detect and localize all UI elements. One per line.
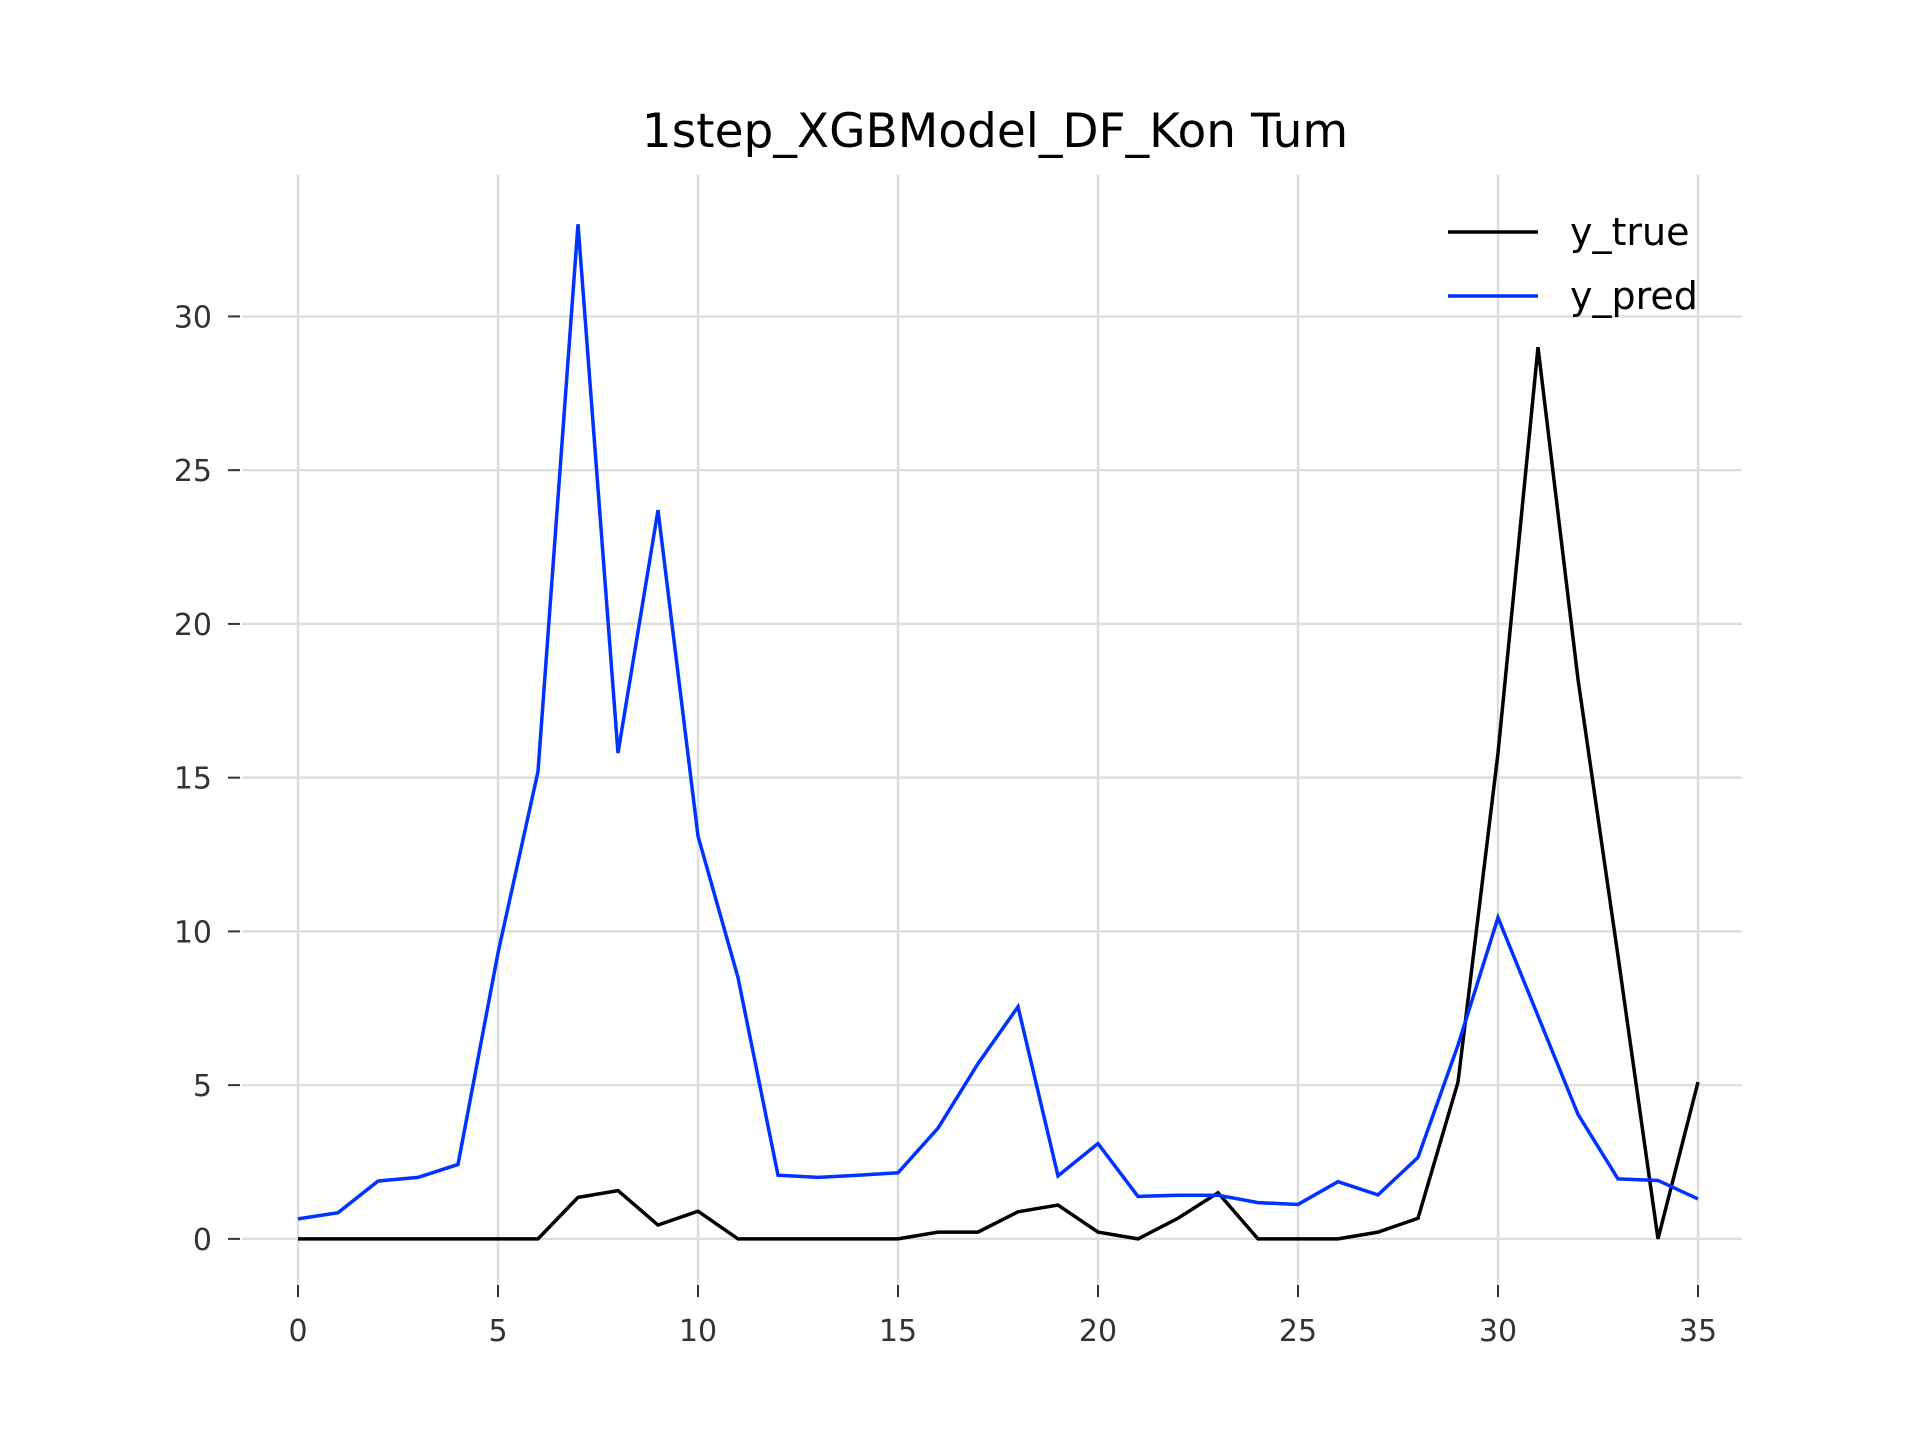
x-tick-label: 35 bbox=[1679, 1314, 1717, 1349]
series-lines bbox=[296, 222, 1700, 1241]
x-tick-label: 0 bbox=[288, 1314, 307, 1349]
legend: y_true y_pred bbox=[1448, 210, 1698, 318]
legend-label-y-pred: y_pred bbox=[1570, 274, 1698, 318]
grid bbox=[242, 175, 1742, 1285]
series-points-y-pred bbox=[296, 222, 1700, 1221]
legend-label-y-true: y_true bbox=[1570, 210, 1689, 254]
y-tick-label: 15 bbox=[174, 762, 212, 797]
x-tick-label: 5 bbox=[488, 1314, 507, 1349]
x-tick-label: 20 bbox=[1079, 1314, 1117, 1349]
y-tick-label: 10 bbox=[174, 915, 212, 950]
axis-ticks: 0 5 10 15 20 25 30 35 0 5 10 15 20 25 30 bbox=[174, 300, 1717, 1349]
x-tick-label: 25 bbox=[1279, 1314, 1317, 1349]
y-tick-label: 20 bbox=[174, 608, 212, 643]
y-tick-label: 25 bbox=[174, 454, 212, 489]
chart-title: 1step_XGBModel_DF_Kon Tum bbox=[642, 104, 1348, 159]
y-tick-label: 5 bbox=[193, 1069, 212, 1104]
series-line-y-pred bbox=[297, 224, 1699, 1221]
series-points-y-true bbox=[296, 345, 1700, 1241]
y-tick-label: 0 bbox=[193, 1223, 212, 1258]
x-tick-label: 10 bbox=[679, 1314, 717, 1349]
x-tick-label: 15 bbox=[879, 1314, 917, 1349]
y-tick-label: 30 bbox=[174, 300, 212, 335]
x-tick-label: 30 bbox=[1479, 1314, 1517, 1349]
series-line-y-true bbox=[298, 346, 1700, 1241]
